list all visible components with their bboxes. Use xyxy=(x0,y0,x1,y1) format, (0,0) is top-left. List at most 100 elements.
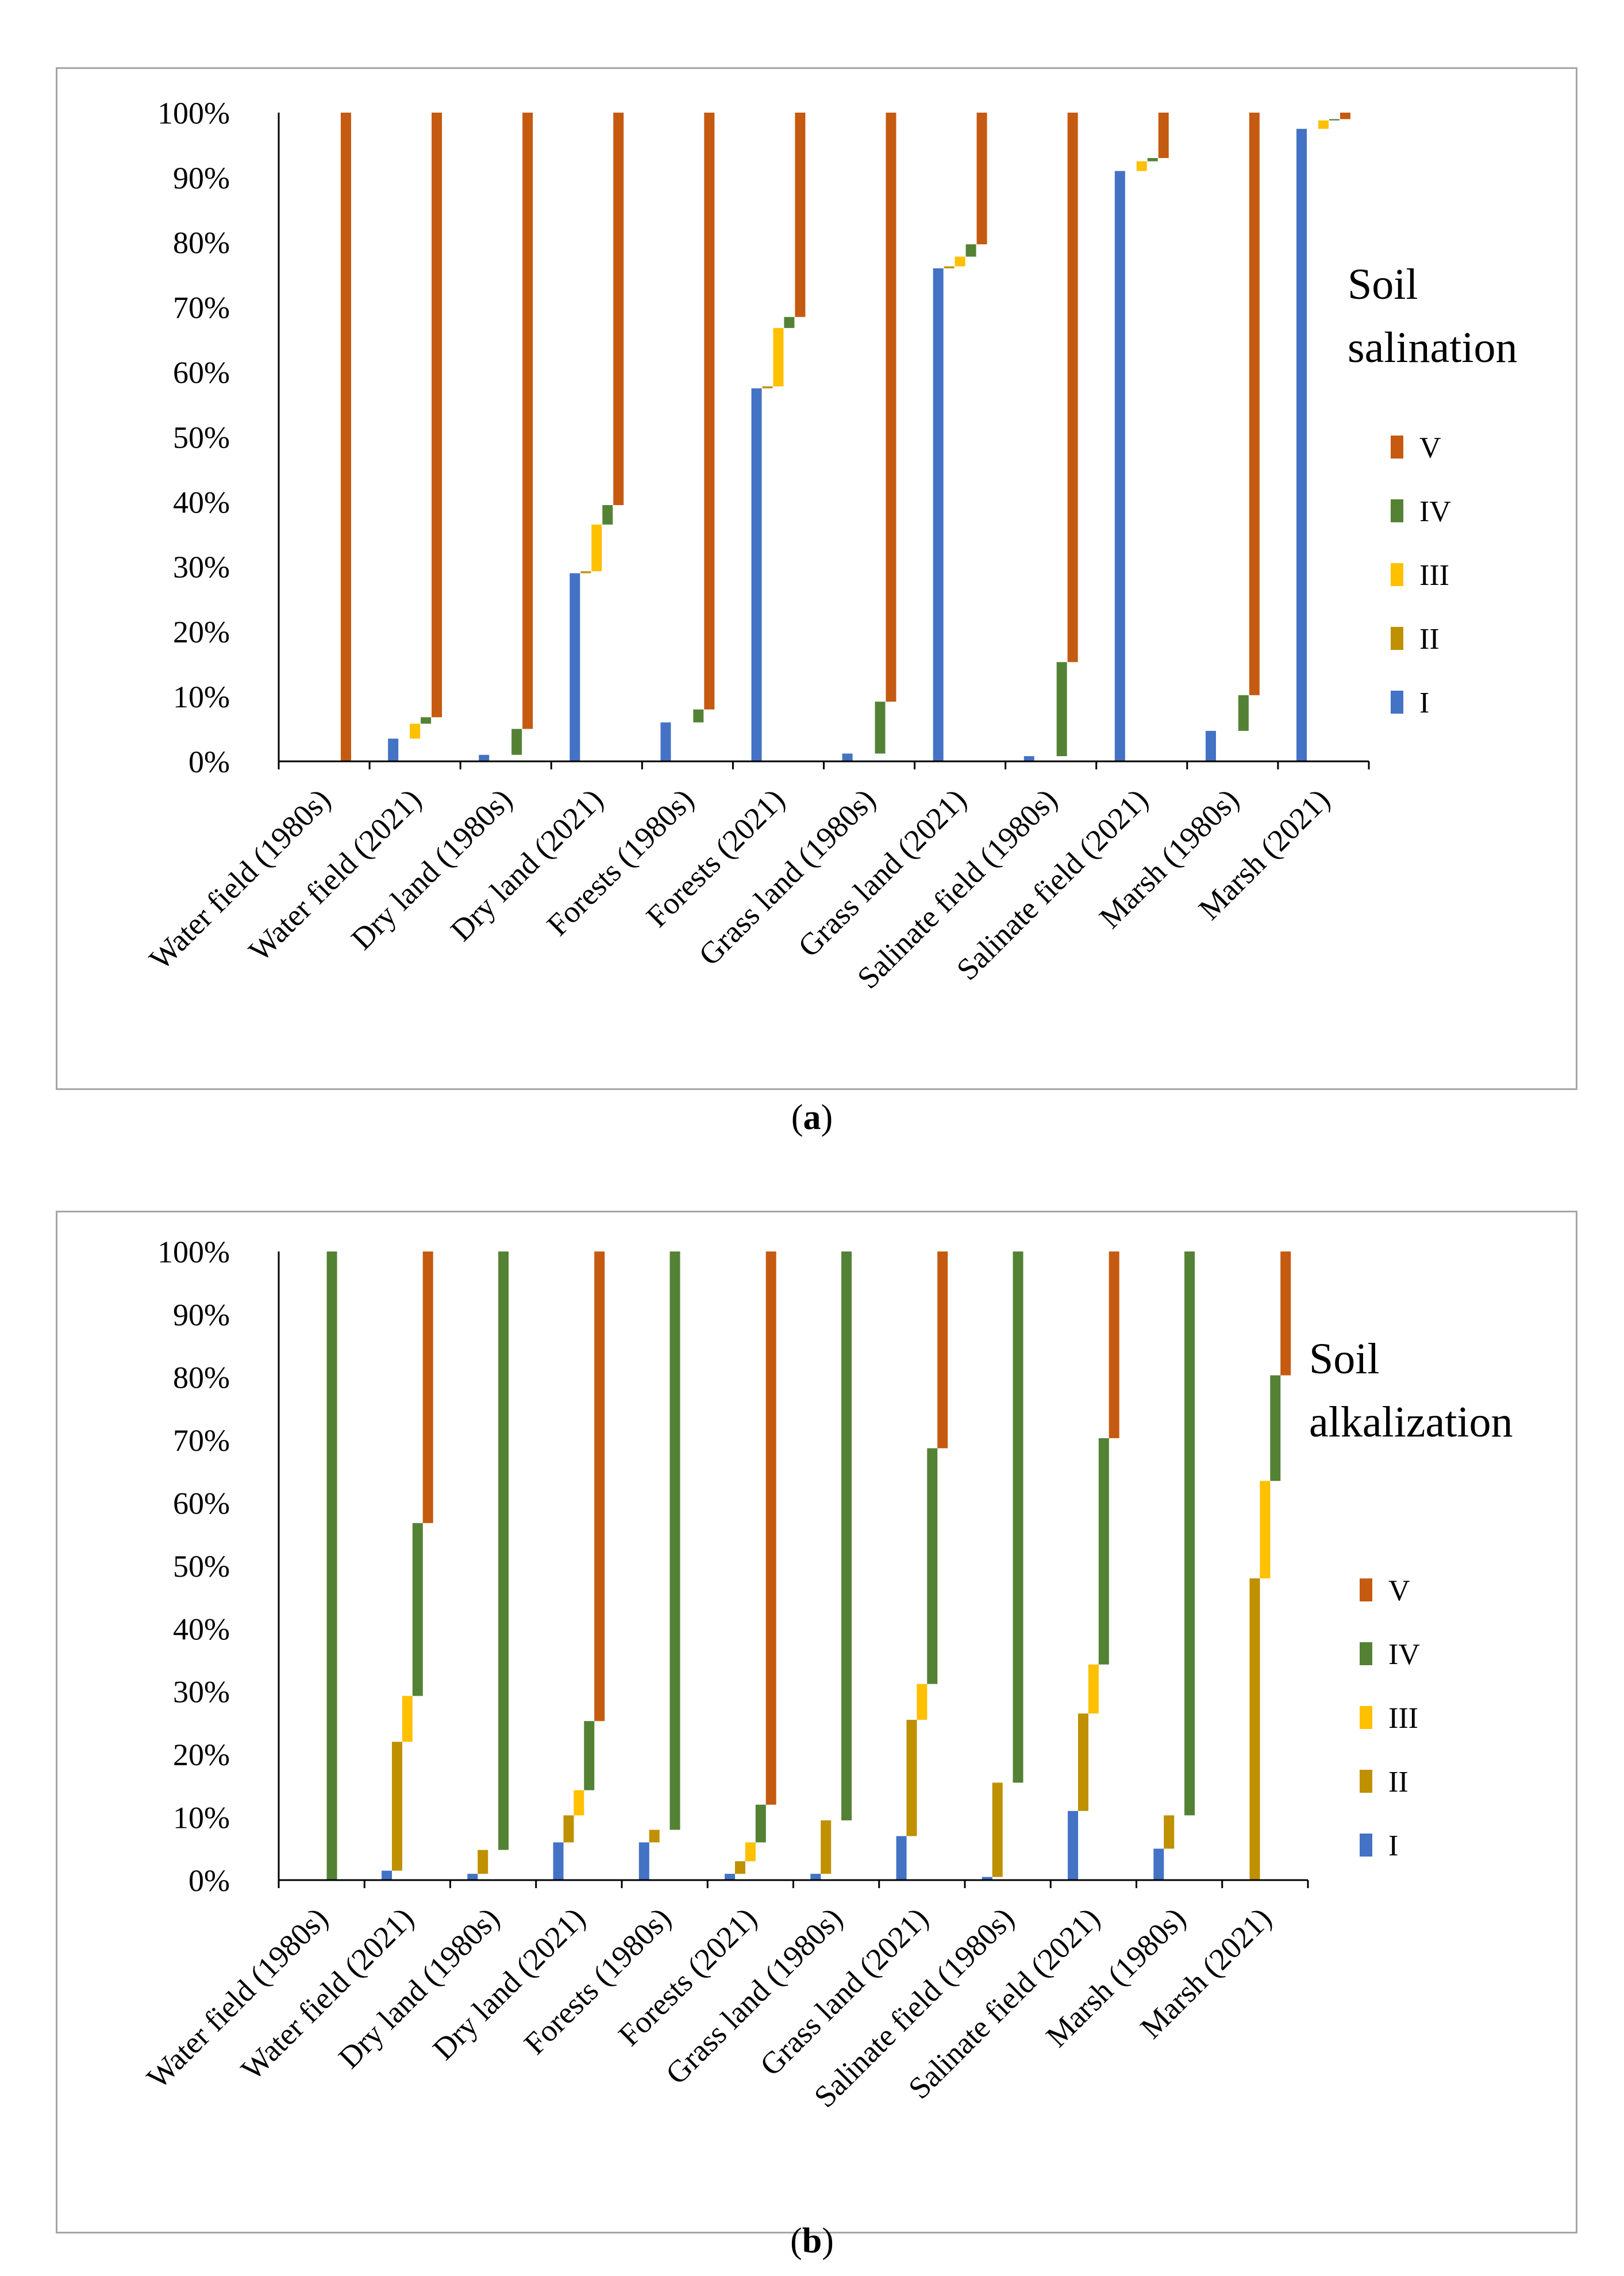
caption-a-letter: a xyxy=(803,1098,821,1137)
y-tick-label: 0% xyxy=(188,745,230,779)
bar-segment-IV xyxy=(841,1251,852,1821)
bar-segment-II xyxy=(478,1850,488,1874)
legend-label-II: II xyxy=(1419,623,1440,656)
legend-swatch-IV xyxy=(1391,499,1403,522)
chart-a-svg: 0% 10% 20% 30% 40% 50% 60% 70% 80% 90% 100% Water f… xyxy=(143,96,1518,995)
bar-segment-II xyxy=(563,1815,574,1843)
bar-segment-III xyxy=(773,328,784,387)
bar-segment-IV xyxy=(755,1804,766,1843)
bar-segment-II xyxy=(762,386,773,388)
bar-segment-II xyxy=(992,1782,1003,1877)
bar-segment-I xyxy=(1023,756,1034,761)
bar-segment-I xyxy=(553,1842,564,1880)
x-category-label: Dry land (1980s) xyxy=(344,782,518,956)
bar-segment-I xyxy=(1153,1848,1164,1880)
y-tick-label: 0% xyxy=(188,1863,230,1898)
bar-segment-I xyxy=(660,722,671,761)
bar-segment-I xyxy=(982,1877,992,1880)
bar-segment-I xyxy=(382,1870,392,1880)
bar-segment-I xyxy=(842,753,853,761)
bar-segment-II xyxy=(391,1742,402,1871)
legend-swatch-II xyxy=(1391,627,1403,650)
chart-title-line1: Soil xyxy=(1348,260,1418,309)
bar-segment-V xyxy=(613,113,624,506)
bar-segment-III xyxy=(574,1790,584,1816)
bar-segment-II xyxy=(1249,1578,1260,1880)
bar-segment-V xyxy=(1067,113,1078,663)
bar-segment-III xyxy=(1088,1664,1099,1714)
chart-panel-b: 0% 10% 20% 30% 40% 50% 60% 70% 80% 90% 100% Water f… xyxy=(56,1211,1577,2233)
bar-segment-I xyxy=(1205,730,1216,761)
y-tick-label: 20% xyxy=(173,1738,230,1772)
bar-segment-V xyxy=(1340,113,1350,120)
bar-segment-V xyxy=(1249,113,1260,695)
bar-segment-I xyxy=(479,754,490,761)
x-category-label: Dry land (2021) xyxy=(444,782,609,948)
bar-segment-IV xyxy=(669,1251,680,1830)
y-tick-label: 40% xyxy=(173,485,230,519)
bar-segment-IV xyxy=(927,1448,938,1684)
bar-segment-V xyxy=(1158,113,1169,159)
bar-segment-IV xyxy=(584,1721,595,1790)
legend-swatch-V xyxy=(1360,1578,1372,1601)
bar-segment-V xyxy=(522,113,533,729)
y-tick-label: 30% xyxy=(173,550,230,584)
bar-segment-III xyxy=(745,1842,756,1862)
bar-segment-IV xyxy=(693,709,704,723)
bar-segment-V xyxy=(340,113,351,761)
chart-panel-a: 0% 10% 20% 30% 40% 50% 60% 70% 80% 90% 100% Water f… xyxy=(56,67,1577,1090)
bar-segment-V xyxy=(795,113,806,317)
bar-segment-I xyxy=(388,738,399,761)
legend-swatch-IV xyxy=(1360,1642,1372,1665)
bar-segment-IV xyxy=(1098,1438,1109,1665)
y-tick-label: 90% xyxy=(173,161,230,195)
y-tick-label: 10% xyxy=(173,680,230,714)
y-tick-label: 80% xyxy=(173,1361,230,1395)
caption-b: (b) xyxy=(790,2221,834,2260)
bar-segment-V xyxy=(1109,1251,1119,1438)
legend-label-V: V xyxy=(1419,432,1441,464)
caption-b-letter: b xyxy=(802,2221,822,2260)
bar-segment-I xyxy=(933,268,944,762)
bar-segment-V xyxy=(422,1251,433,1523)
bar-segment-II xyxy=(944,266,955,268)
bar-segment-I xyxy=(1114,171,1125,761)
y-tick-label: 70% xyxy=(173,1423,230,1458)
bar-segment-IV xyxy=(1147,158,1158,161)
bar-segment-II xyxy=(580,571,591,573)
legend-swatch-II xyxy=(1360,1770,1372,1793)
chart-title-line2: alkalization xyxy=(1309,1398,1513,1446)
bar-segment-V xyxy=(886,113,896,702)
bar-segment-III xyxy=(591,524,602,572)
bar-segment-I xyxy=(569,573,580,761)
bar-segment-IV xyxy=(1184,1251,1195,1816)
bar-segment-III xyxy=(402,1696,413,1742)
bar-segment-IV xyxy=(511,729,522,755)
bar-segment-V xyxy=(1280,1251,1291,1376)
y-tick-label: 20% xyxy=(173,615,230,649)
bar-segment-IV xyxy=(1056,662,1067,756)
legend-label-III: III xyxy=(1419,559,1449,592)
chart-title-line1: Soil xyxy=(1309,1335,1380,1383)
bar-segment-I xyxy=(1296,129,1307,762)
y-tick-label: 60% xyxy=(173,356,230,390)
bar-segment-V xyxy=(765,1251,776,1805)
bar-segment-I xyxy=(896,1836,907,1880)
legend-swatch-III xyxy=(1391,563,1403,586)
bar-segment-V xyxy=(594,1251,605,1722)
legend-label-IV: IV xyxy=(1388,1638,1420,1671)
bar-segment-IV xyxy=(602,505,613,525)
bar-segment-IV xyxy=(1329,119,1340,121)
chart-b-svg: 0%10%20%30%40%50%60%70%80%90%100%Water f… xyxy=(140,1235,1513,2114)
bar-segment-III xyxy=(1318,120,1329,129)
y-tick-label: 30% xyxy=(173,1675,230,1709)
y-tick-label: 60% xyxy=(173,1486,230,1521)
x-category-label: Forests (1980s) xyxy=(517,1901,678,2061)
legend-label-IV: IV xyxy=(1419,495,1451,528)
bar-segment-IV xyxy=(1238,695,1249,731)
legend-label-III: III xyxy=(1388,1702,1418,1735)
x-category-label: Water field (2021) xyxy=(242,782,428,968)
bar-segment-III xyxy=(955,256,965,267)
bar-segment-IV xyxy=(965,244,976,257)
chart-title-line2: salination xyxy=(1348,324,1518,372)
